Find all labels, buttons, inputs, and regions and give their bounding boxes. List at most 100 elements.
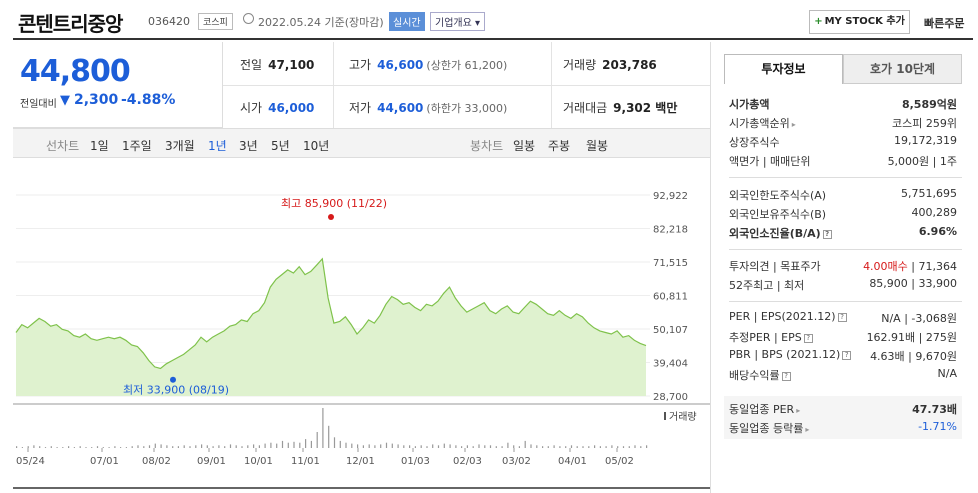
row-market-cap: 시가총액 8,589억원 xyxy=(729,96,957,114)
period-3m[interactable]: 3개월 xyxy=(165,139,195,153)
current-price: 44,800 xyxy=(20,54,131,89)
y-tick-label: 82,218 xyxy=(653,225,688,236)
volume-bar xyxy=(351,443,353,448)
volume-bar xyxy=(565,446,567,448)
y-tick-label: 39,404 xyxy=(653,359,688,370)
row-label: PBR | BPS (2021.12)? xyxy=(729,348,852,361)
volume-bar xyxy=(420,445,422,448)
period-1d[interactable]: 1일 xyxy=(90,139,109,153)
y-tick-label: 50,107 xyxy=(653,325,688,336)
company-info-dropdown[interactable]: 기업개요 ▾ xyxy=(430,12,485,31)
quick-order-button[interactable]: 빠른주문 xyxy=(924,17,965,30)
volume-bar xyxy=(391,443,393,448)
candle-daily[interactable]: 일봉 xyxy=(513,139,536,153)
volume-bar xyxy=(461,446,463,448)
row-label: PER | EPS(2021.12)? xyxy=(729,310,847,323)
stat-value: 46,600 xyxy=(377,58,424,72)
change-rate: -4.88% xyxy=(121,92,176,108)
volume-bar xyxy=(120,447,122,448)
line-chart-caption: 선차트 xyxy=(46,139,80,153)
row-label: 추정PER | EPS? xyxy=(729,329,813,345)
tab-orderbook[interactable]: 호가 10단계 xyxy=(843,54,962,84)
volume-bar xyxy=(489,445,492,448)
volume-bar xyxy=(588,446,590,448)
help-icon[interactable]: ? xyxy=(781,372,791,381)
help-icon[interactable]: ? xyxy=(842,351,852,360)
opinion-value: 4.00매수 xyxy=(863,260,908,273)
row-label: 시가총액 xyxy=(729,98,770,111)
volume-bar xyxy=(235,445,237,448)
period-10y[interactable]: 10년 xyxy=(303,139,330,153)
volume-bar xyxy=(328,425,330,448)
volume-bar xyxy=(339,440,341,448)
volume-bar xyxy=(333,437,336,448)
row-label: 외국인보유주식수(B) xyxy=(729,208,827,221)
lower-limit: (하한가 33,000) xyxy=(426,102,508,115)
help-icon[interactable]: ? xyxy=(822,230,832,239)
volume-bar xyxy=(68,446,70,448)
period-1w[interactable]: 1주일 xyxy=(122,139,152,153)
period-3y[interactable]: 3년 xyxy=(239,139,258,153)
volume-bar xyxy=(62,447,64,448)
candle-monthly[interactable]: 월봉 xyxy=(586,139,609,153)
stat-high: 고가 46,600 (상한가 61,200) xyxy=(349,56,507,73)
row-label: 배당수익률? xyxy=(729,367,791,383)
down-arrow-icon: ▼ xyxy=(60,93,70,108)
row-foreign-hold: 외국인보유주식수(B) 400,289 xyxy=(729,206,957,224)
row-value: N/A | -3,068원 xyxy=(881,312,957,325)
volume-bar xyxy=(241,446,243,448)
volume-bar xyxy=(143,446,145,448)
volume-bar xyxy=(154,443,156,448)
period-1y[interactable]: 1년 xyxy=(208,139,227,153)
header-divider xyxy=(13,38,973,40)
row-market-cap-rank: 시가총액순위 ▸ 코스피 259위 xyxy=(729,115,957,133)
row-pbr: PBR | BPS (2021.12)? 4.63배 | 9,670원 xyxy=(729,348,957,366)
row-foreign-ratio: 외국인소진율(B/A)? 6.96% xyxy=(729,225,957,243)
volume-bar xyxy=(518,446,520,448)
volume-bar xyxy=(409,445,411,448)
row-label-text: 배당수익률 xyxy=(729,369,780,382)
volume-bar xyxy=(44,447,47,448)
row-value: 코스피 259위 xyxy=(892,117,957,130)
row-value: 19,172,319 xyxy=(894,134,957,147)
company-name: 콘텐트리중앙 xyxy=(18,12,123,36)
volume-bar xyxy=(443,443,445,448)
volume-bar xyxy=(293,441,295,448)
volume-bar xyxy=(102,447,104,448)
volume-bar xyxy=(472,446,474,448)
stat-label: 저가 xyxy=(349,101,372,115)
help-icon[interactable]: ? xyxy=(803,334,813,343)
base-date: 2022.05.24 기준(장마감) xyxy=(258,16,384,29)
price-chart: 92,922 82,218 71,515 60,811 50,107 39,404 28,7… xyxy=(13,158,710,493)
volume-bar xyxy=(189,446,191,448)
add-my-stock-button[interactable]: + MY STOCK 추가 xyxy=(809,10,910,34)
row-label: 액면가 | 매매단위 xyxy=(729,155,811,168)
candle-weekly[interactable]: 주봉 xyxy=(548,139,571,153)
volume-bar xyxy=(432,444,434,448)
volume-bar xyxy=(56,447,58,448)
max-price-label: 최고 85,900 (11/22) xyxy=(281,197,387,210)
row-label-text: PER | EPS(2021.12) xyxy=(729,310,836,323)
volume-legend-label: 거래량 xyxy=(669,411,697,423)
caret-right-icon[interactable]: ▸ xyxy=(805,425,810,434)
help-icon[interactable]: ? xyxy=(837,313,847,322)
caret-right-icon[interactable]: ▸ xyxy=(791,120,796,129)
row-sector-change: 동일업종 등락률 ▸ -1.71% xyxy=(729,420,957,438)
volume-bar xyxy=(536,445,538,448)
volume-bar xyxy=(108,447,110,448)
stat-label: 전일 xyxy=(240,58,263,72)
realtime-badge[interactable]: 실시간 xyxy=(389,12,425,31)
volume-bar xyxy=(403,445,405,448)
volume-bar xyxy=(542,446,544,448)
period-5y[interactable]: 5년 xyxy=(271,139,290,153)
panel-divider xyxy=(729,177,962,178)
tab-invest-info[interactable]: 투자정보 xyxy=(724,54,843,84)
stock-header: 콘텐트리중앙 036420 코스피 2022.05.24 기준(장마감) 실시간… xyxy=(0,0,978,40)
volume-bar xyxy=(160,444,162,448)
volume-bar xyxy=(218,445,220,448)
stat-amount: 거래대금 9,302 백만 xyxy=(563,99,677,116)
row-value: 4.00매수 | 71,364 xyxy=(863,258,957,274)
caret-right-icon[interactable]: ▸ xyxy=(796,406,801,415)
volume-bar xyxy=(183,445,185,448)
volume-bar xyxy=(114,446,116,448)
